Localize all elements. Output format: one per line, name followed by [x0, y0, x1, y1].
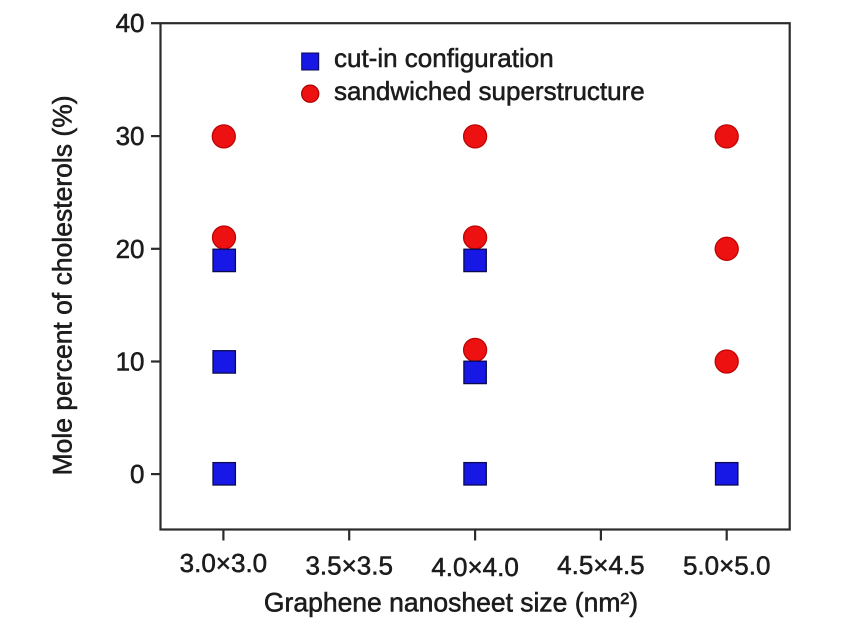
svg-text:3.5×3.5: 3.5×3.5 [305, 551, 392, 581]
svg-text:Mole percent of cholesterols: Mole percent of cholesterols (%) [48, 95, 78, 475]
svg-text:4.0×4.0: 4.0×4.0 [431, 552, 518, 582]
svg-text:40: 40 [116, 8, 145, 38]
svg-text:sandwiched superstructure: sandwiched superstructure [334, 76, 645, 106]
svg-text:cut-in configuration: cut-in configuration [334, 43, 554, 73]
svg-text:Graphene nanosheet size (nm²): Graphene nanosheet size (nm²) [264, 588, 638, 618]
svg-text:10: 10 [116, 347, 145, 377]
svg-text:4.5×4.5: 4.5×4.5 [557, 550, 644, 580]
svg-text:0: 0 [130, 459, 144, 489]
svg-text:3.0×3.0: 3.0×3.0 [180, 548, 267, 578]
svg-text:20: 20 [116, 234, 145, 264]
svg-text:30: 30 [116, 121, 145, 151]
svg-text:5.0×5.0: 5.0×5.0 [683, 551, 770, 581]
